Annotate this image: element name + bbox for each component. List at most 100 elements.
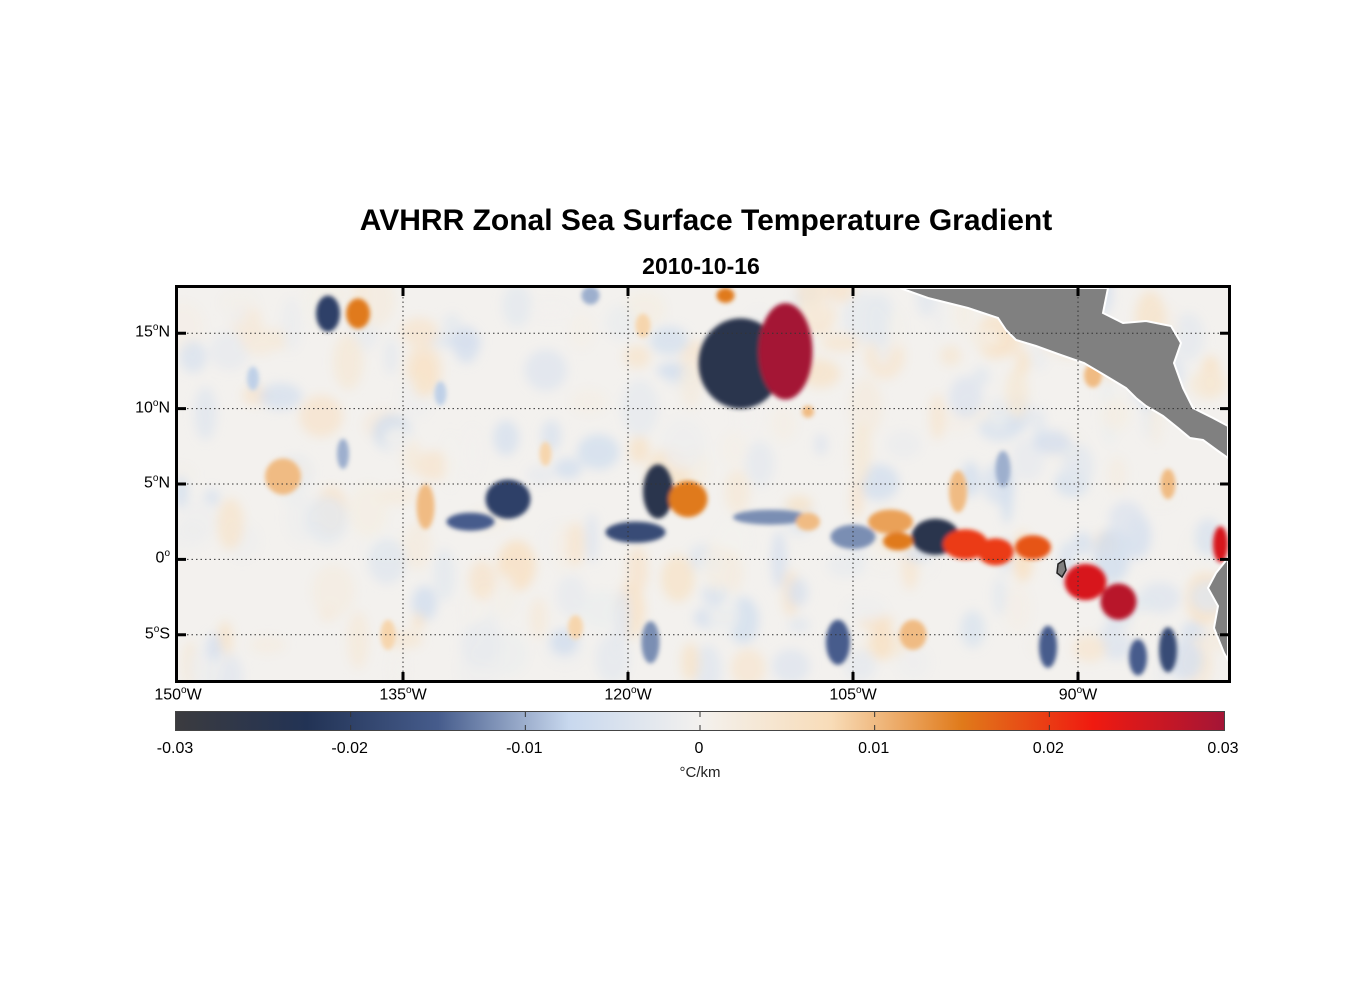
texture-blob — [615, 589, 631, 646]
longitude-label: 105oW — [813, 685, 893, 704]
texture-blob — [1172, 313, 1204, 361]
colorbar-tick-label: -0.03 — [156, 740, 194, 757]
label-degrees: 0 — [155, 549, 165, 567]
texture-blob — [259, 383, 303, 410]
label-hemisphere: N — [158, 323, 170, 341]
map-frame — [175, 285, 1231, 683]
gradient-feature — [883, 532, 913, 551]
colorbar-tick-label: 0.03 — [1207, 740, 1239, 757]
degree-symbol: o — [152, 322, 159, 334]
texture-blob — [724, 469, 750, 514]
label-degrees: 150 — [154, 686, 182, 704]
gradient-feature — [641, 621, 660, 664]
gradient-feature — [716, 288, 735, 303]
latitude-label: 15oN — [110, 322, 170, 341]
texture-blob — [402, 439, 421, 474]
chart-subtitle: 2010-10-16 — [642, 253, 760, 279]
texture-blob — [400, 317, 439, 346]
texture-blob — [771, 531, 787, 589]
texture-blob — [621, 380, 659, 437]
texture-blob — [299, 395, 343, 437]
texture-blob — [433, 549, 456, 601]
colorbar-tick-label: -0.01 — [506, 740, 543, 757]
chart-title: AVHRR Zonal Sea Surface Temperature Grad… — [359, 204, 1053, 237]
colorbar — [175, 711, 1225, 731]
texture-blob — [529, 301, 572, 320]
gradient-feature — [802, 405, 814, 418]
texture-blob — [443, 313, 462, 335]
texture-blob — [662, 418, 705, 470]
label-hemisphere: W — [411, 686, 427, 704]
texture-blob — [412, 585, 437, 621]
label-degrees: 135 — [379, 686, 407, 704]
texture-blob — [842, 292, 885, 344]
gradient-features — [247, 288, 1228, 676]
gradient-feature — [995, 450, 1011, 487]
gradient-feature — [539, 441, 552, 466]
gradient-feature — [977, 538, 1014, 566]
texture-blob — [845, 649, 876, 680]
texture-blob — [704, 541, 726, 592]
texture-blob — [179, 341, 207, 373]
gradient-feature — [733, 509, 808, 525]
texture-blob — [770, 406, 797, 441]
texture-blob — [178, 521, 208, 549]
longitude-label: 135oW — [363, 685, 443, 704]
texture-blob — [972, 366, 990, 387]
gradient-feature — [1064, 563, 1107, 601]
texture-blob — [939, 345, 962, 366]
label-degrees: 105 — [829, 686, 857, 704]
texture-blob — [624, 345, 651, 369]
label-degrees: 5 — [144, 625, 154, 643]
texture-blob — [681, 642, 700, 680]
texture-blob — [249, 636, 286, 654]
gradient-feature — [346, 298, 370, 329]
texture-blob — [281, 297, 302, 351]
texture-blob — [745, 441, 774, 487]
texture-blob — [694, 644, 722, 680]
gradient-feature — [1100, 583, 1137, 620]
gradient-feature — [635, 313, 651, 338]
texture-blob — [785, 495, 813, 515]
texture-blob — [1072, 532, 1093, 555]
texture-blob — [949, 376, 983, 419]
texture-blob — [827, 552, 863, 578]
texture-blob — [871, 619, 892, 661]
texture-blob — [502, 288, 532, 327]
texture-blob — [556, 575, 587, 617]
latitude-label: 5oS — [110, 624, 170, 643]
label-hemisphere: S — [159, 625, 170, 643]
texture-blob — [493, 420, 519, 456]
texture-blob — [333, 333, 363, 390]
texture-blob — [821, 333, 861, 352]
texture-blob — [209, 332, 249, 371]
texture-blob — [796, 300, 838, 328]
latitude-label: 0o — [110, 548, 170, 567]
texture-blob — [384, 338, 398, 375]
gradient-feature — [316, 295, 340, 332]
colorbar-gradient — [176, 712, 1224, 730]
gradient-feature — [380, 619, 396, 650]
gradient-feature — [446, 512, 495, 531]
texture-blob — [404, 521, 432, 571]
texture-blob — [661, 555, 695, 602]
longitude-label: 120oW — [588, 685, 668, 704]
label-degrees: 120 — [604, 686, 632, 704]
gradient-feature — [826, 619, 850, 665]
texture-blob — [585, 513, 599, 563]
texture-blob — [577, 434, 620, 470]
texture-blob — [571, 389, 608, 415]
degree-symbol: o — [152, 473, 159, 484]
texture-blob — [606, 305, 636, 341]
colorbar-ticks — [350, 712, 1050, 730]
label-degrees: 10 — [135, 398, 153, 416]
gradient-feature — [668, 481, 708, 518]
texture-blob — [524, 349, 567, 391]
texture-blob — [463, 426, 483, 478]
texture-blob — [206, 633, 222, 662]
texture-blob — [553, 458, 582, 479]
texture-blob — [886, 431, 921, 459]
texture-blob — [1061, 443, 1094, 489]
gradient-feature — [337, 438, 349, 469]
label-hemisphere: W — [636, 686, 652, 704]
